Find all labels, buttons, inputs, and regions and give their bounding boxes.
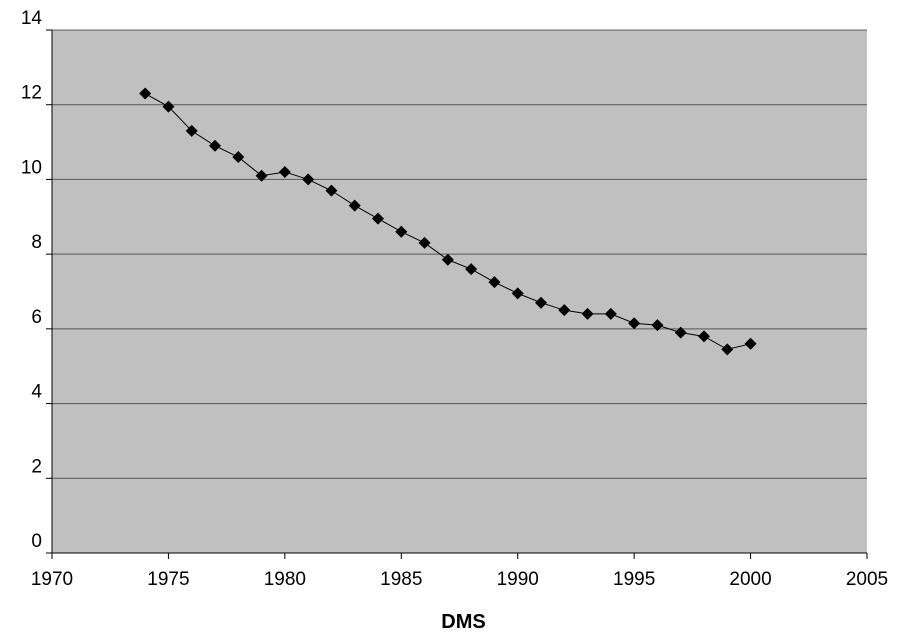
- data-point: [651, 319, 664, 332]
- x-axis-title: DMS: [441, 611, 485, 633]
- data-point: [372, 212, 384, 225]
- data-point: [721, 343, 734, 356]
- data-point: [628, 317, 641, 330]
- axes: [46, 29, 868, 559]
- plot-area: [52, 30, 867, 553]
- data-point: [511, 287, 524, 300]
- y-tick-label: 8: [31, 232, 42, 253]
- data-point: [302, 173, 315, 186]
- data-point: [232, 151, 245, 164]
- data-point: [395, 225, 408, 238]
- data-point: [604, 307, 617, 320]
- x-tick-label: 1980: [264, 569, 306, 590]
- data-point: [488, 276, 501, 289]
- y-tick-label: 0: [31, 531, 42, 552]
- data-point: [325, 184, 338, 197]
- data-point: [139, 87, 152, 100]
- data-point: [465, 263, 478, 276]
- data-point: [209, 139, 221, 152]
- data-point: [674, 326, 687, 339]
- gridlines: [52, 29, 867, 479]
- y-tick-label: 2: [31, 456, 42, 477]
- data-point: [418, 236, 431, 249]
- data-point: [581, 307, 594, 320]
- data-point: [162, 100, 175, 113]
- x-tick-label: 1990: [497, 569, 539, 590]
- y-tick-label: 6: [31, 307, 42, 328]
- x-tick-label: 1985: [380, 569, 422, 590]
- y-tick-label: 10: [21, 157, 42, 178]
- x-tick-label: 1970: [31, 569, 73, 590]
- series-layer: [139, 87, 757, 356]
- x-tick-label: 1995: [613, 569, 655, 590]
- x-tick-label: 2005: [846, 569, 888, 590]
- data-point: [698, 330, 710, 343]
- x-tick-label: 2000: [729, 569, 771, 590]
- y-tick-label: 14: [21, 8, 43, 29]
- x-tick-label: 1975: [147, 569, 189, 590]
- data-point: [558, 304, 571, 317]
- data-point: [185, 124, 198, 137]
- data-point: [278, 165, 291, 178]
- y-tick-label: 4: [31, 382, 42, 403]
- data-point: [348, 199, 361, 212]
- y-tick-label: 12: [21, 83, 42, 104]
- tick-labels: 0 2 4 6 8 10 12 14 1970 1975 1980 1985 1990 1995 2000 2…: [21, 8, 888, 590]
- data-point: [535, 296, 547, 309]
- data-point: [744, 337, 757, 350]
- data-point: [255, 169, 268, 182]
- data-point: [441, 253, 454, 266]
